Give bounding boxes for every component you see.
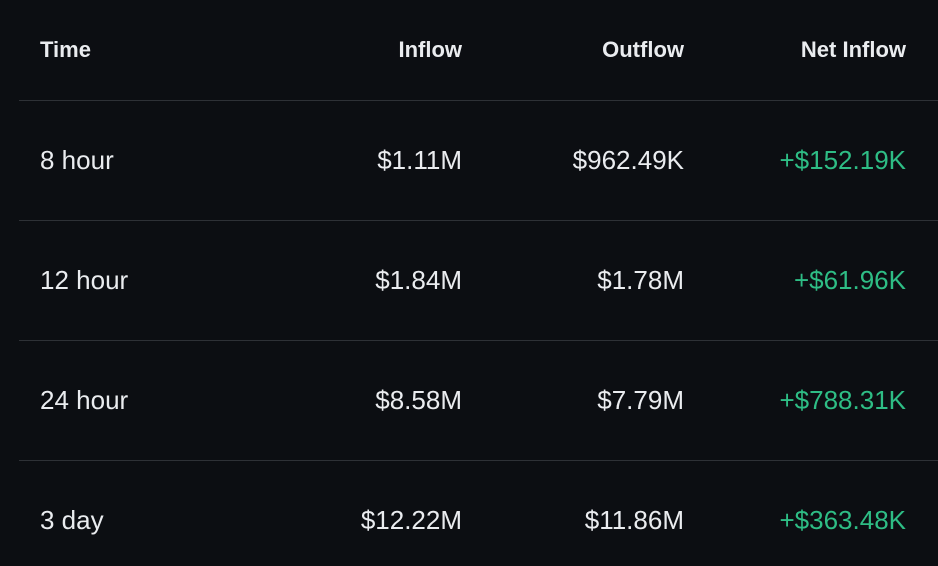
table-row: 24 hour $8.58M $7.79M +$788.31K xyxy=(19,341,938,461)
cell: Inflow xyxy=(398,37,462,62)
table-row: 8 hour $1.11M $962.49K +$152.19K xyxy=(19,101,938,221)
cell: $12.22M xyxy=(360,505,462,535)
cell: Net Inflow xyxy=(800,37,906,62)
cell: +$61.96K xyxy=(793,265,906,295)
cell: $962.49K xyxy=(572,145,684,175)
header-row: Time Inflow Outflow Net Inflow xyxy=(19,0,938,101)
cell: Time xyxy=(40,37,91,62)
cell: Outflow xyxy=(602,37,684,62)
cell: $1.78M xyxy=(597,265,684,295)
cell: 3 day xyxy=(40,505,104,535)
table-row: 12 hour $1.84M $1.78M +$61.96K xyxy=(19,221,938,341)
cell: +$788.31K xyxy=(779,385,906,415)
cell: $11.86M xyxy=(584,505,684,535)
cell: $1.11M xyxy=(377,145,462,175)
cell: 12 hour xyxy=(40,265,129,295)
cell: 24 hour xyxy=(40,385,129,415)
cell: +$152.19K xyxy=(779,145,906,175)
cell: 8 hour xyxy=(40,145,114,175)
cell: $1.84M xyxy=(375,265,462,295)
cell: $8.58M xyxy=(375,385,462,415)
cell: $7.79M xyxy=(597,385,684,415)
table-row: 3 day $12.22M $11.86M +$363.48K xyxy=(19,461,938,566)
cell: +$363.48K xyxy=(779,505,906,535)
